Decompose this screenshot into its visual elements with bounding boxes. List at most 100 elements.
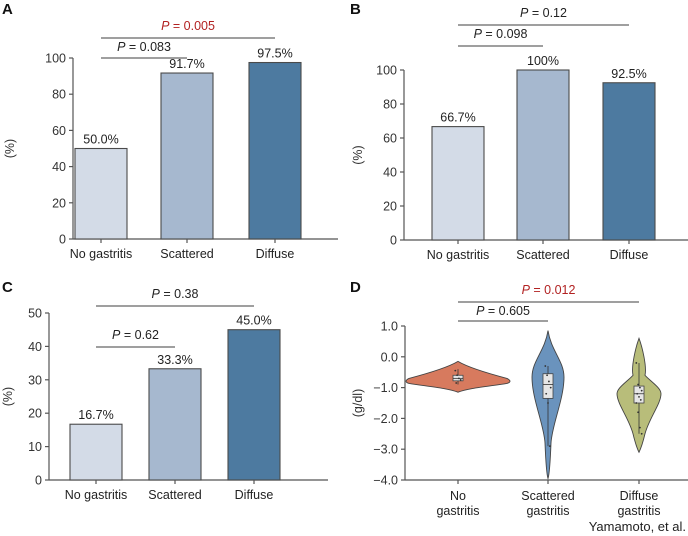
data-label: 100%	[527, 54, 559, 68]
p-value-label: P = 0.098	[474, 27, 528, 41]
p-value-label: P = 0.012	[522, 283, 576, 297]
y-tick-label: 0	[59, 233, 66, 247]
y-axis-label: (%)	[351, 145, 365, 164]
y-axis-label: (%)	[3, 139, 17, 158]
p-value-label: P = 0.005	[161, 19, 215, 33]
x-category-label: Diffuse	[610, 248, 649, 262]
data-point	[545, 392, 548, 395]
p-symbol: P	[474, 27, 483, 41]
box-iqr	[542, 373, 554, 399]
bar-2	[602, 82, 656, 241]
panel-label-d: D	[350, 279, 361, 296]
data-label: 50.0%	[83, 133, 118, 147]
x-category-label: Diffuse	[256, 247, 295, 261]
y-tick-label: 100	[376, 64, 397, 78]
panel-d-chart: 1.00.0−1.0−2.0−3.0−4.0(g/dl)NogastritisS…	[351, 283, 688, 518]
data-point	[459, 379, 462, 381]
data-point	[544, 365, 547, 367]
y-tick-label: 0	[390, 234, 397, 248]
panel-label-a: A	[2, 1, 13, 18]
data-point	[640, 432, 643, 435]
data-point	[547, 402, 549, 404]
y-tick-label: 10	[28, 440, 42, 454]
data-label: 66.7%	[440, 111, 475, 125]
data-point	[639, 426, 641, 429]
bar-1	[516, 69, 570, 241]
x-category-label: gastritis	[436, 504, 479, 518]
p-value: = 0.005	[169, 19, 215, 33]
bar-1	[160, 72, 214, 240]
x-category-label: Diffuse	[620, 489, 659, 503]
box-iqr	[633, 385, 645, 404]
y-tick-label: 30	[28, 373, 42, 387]
y-tick-label: 20	[28, 407, 42, 421]
panel-label-b: B	[350, 1, 361, 18]
y-axis-label: (g/dl)	[351, 389, 365, 417]
y-tick-label: 40	[52, 160, 66, 174]
y-tick-label: −3.0	[373, 443, 398, 457]
p-value-label: P = 0.605	[476, 304, 530, 318]
x-category-label: No gastritis	[427, 248, 490, 262]
data-point	[636, 392, 639, 395]
y-tick-label: −1.0	[373, 381, 398, 395]
bar-0	[69, 423, 123, 481]
y-tick-label: −4.0	[373, 474, 398, 488]
data-point	[638, 395, 640, 398]
p-value-label: P = 0.083	[117, 40, 171, 54]
panel-c-chart: 0 10 20 30 40 50 (%) 16.7% No gastritis 33.3% Scat…	[1, 287, 328, 502]
panel-a-chart: 0 20 40 60 80 100 (%) 50.0% No gastritis 91.7% Sca…	[3, 19, 338, 261]
p-value: = 0.098	[482, 27, 528, 41]
p-value-label: P = 0.38	[152, 287, 199, 301]
y-tick-label: 40	[383, 166, 397, 180]
panel-label-c: C	[2, 279, 13, 296]
p-value: = 0.012	[530, 283, 576, 297]
y-tick-label: 60	[383, 132, 397, 146]
data-point	[455, 382, 458, 384]
p-value: = 0.12	[528, 6, 567, 20]
data-label: 45.0%	[236, 314, 271, 328]
y-tick-label: 1.0	[381, 320, 398, 334]
y-tick-label: 0.0	[381, 350, 398, 364]
p-value: = 0.083	[125, 40, 171, 54]
data-point	[640, 389, 643, 392]
y-tick-label: 20	[52, 196, 66, 210]
bar-0	[74, 147, 128, 240]
data-label: 97.5%	[257, 47, 292, 61]
p-symbol: P	[112, 328, 121, 342]
data-point	[639, 386, 641, 389]
data-point	[454, 369, 457, 372]
data-point	[549, 386, 552, 389]
bar-2	[248, 61, 302, 240]
p-symbol: P	[152, 287, 161, 301]
p-value-label: P = 0.12	[520, 6, 567, 20]
y-tick-label: 100	[45, 52, 66, 66]
x-category-label: No gastritis	[65, 488, 128, 502]
x-category-label: Scattered	[521, 489, 575, 503]
data-point	[637, 383, 639, 386]
x-category-label: Scattered	[160, 247, 214, 261]
data-label: 33.3%	[157, 353, 192, 367]
y-tick-label: 60	[52, 124, 66, 138]
p-value: = 0.605	[484, 304, 530, 318]
p-value: = 0.62	[120, 328, 159, 342]
data-point	[548, 380, 550, 383]
y-tick-label: 80	[52, 88, 66, 102]
x-category-label: Scattered	[148, 488, 202, 502]
x-category-label: gastritis	[526, 504, 569, 518]
x-category-label: gastritis	[617, 504, 660, 518]
y-tick-label: 40	[28, 340, 42, 354]
data-label: 16.7%	[78, 408, 113, 422]
data-point	[456, 374, 458, 377]
y-tick-label: 50	[28, 307, 42, 321]
data-point	[635, 402, 638, 404]
p-symbol: P	[520, 6, 529, 20]
x-category-label: No gastritis	[70, 247, 133, 261]
p-symbol: P	[522, 283, 531, 297]
p-symbol: P	[161, 19, 170, 33]
panel-b-chart: 0 20 40 60 80 100 (%) 66.7% No gastritis 100% Scat…	[351, 6, 688, 262]
data-label: 92.5%	[611, 67, 646, 81]
credit-text: Yamamoto, et al.	[589, 519, 686, 534]
y-tick-label: −2.0	[373, 412, 398, 426]
data-point	[548, 445, 551, 448]
